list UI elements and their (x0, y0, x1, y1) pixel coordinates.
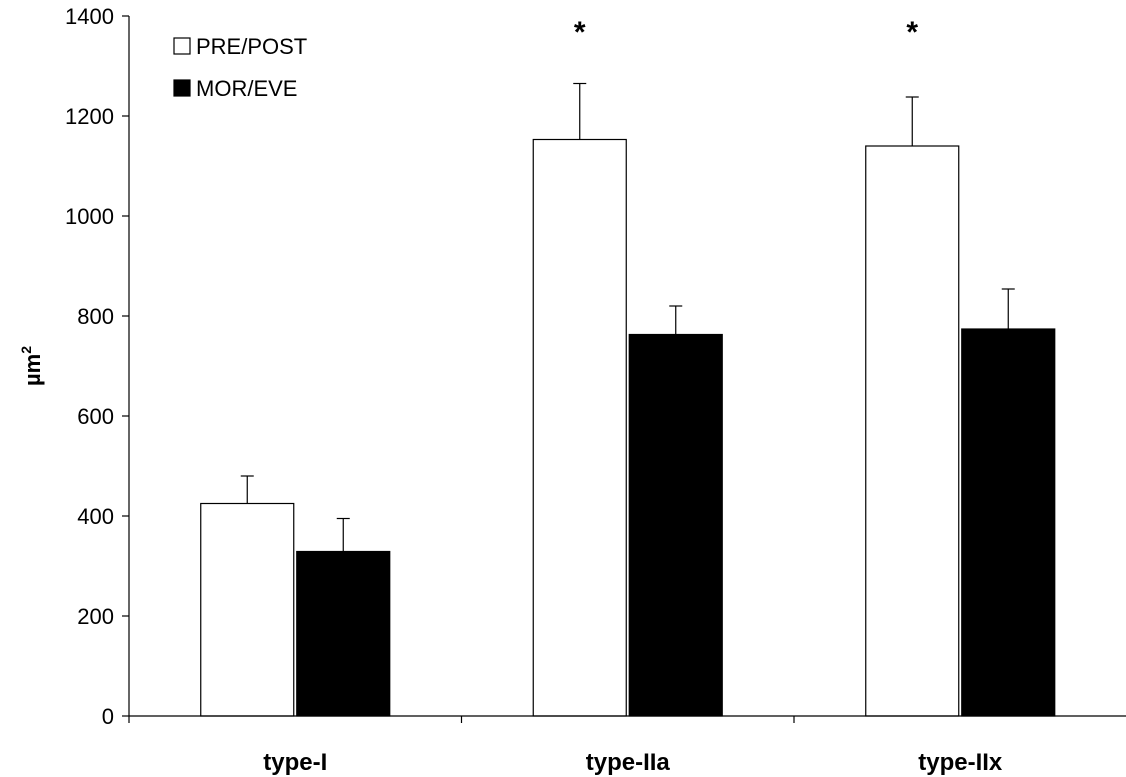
bar-pre-post-type-iix (865, 145, 960, 717)
bar-mor-eve-type-iix (961, 328, 1056, 717)
annotations-layer: * * (574, 16, 919, 49)
bar-pre-post-type-iia (532, 138, 627, 717)
legend: PRE/POST MOR/EVE (173, 34, 307, 101)
y-tick-label-1000: 1000 (65, 204, 114, 229)
bar-mor-eve-type-iia (628, 333, 723, 717)
y-tick-label-200: 200 (77, 604, 114, 629)
y-tick-label-600: 600 (77, 404, 114, 429)
bars-layer (200, 138, 1056, 717)
x-tick-label-type-iix: type-IIx (918, 749, 1003, 776)
y-tick-label-400: 400 (77, 504, 114, 529)
y-tick-label-800: 800 (77, 304, 114, 329)
significance-asterisk-type-iix: * (906, 16, 918, 49)
x-labels-layer: type-I type-IIa type-IIx (263, 749, 1003, 776)
y-axis-title-layer: µm2 (18, 346, 45, 386)
legend-label-pre-post: PRE/POST (196, 34, 307, 59)
legend-label-mor-eve: MOR/EVE (196, 76, 297, 101)
axes-layer (128, 16, 1126, 723)
x-tick-label-type-i: type-I (263, 749, 327, 776)
y-axis-title-base: µm (20, 354, 45, 386)
y-axis-title: µm2 (18, 346, 45, 386)
bar-pre-post-type-i (200, 502, 295, 717)
x-tick-label-type-iia: type-IIa (586, 749, 671, 776)
y-tick-label-1400: 1400 (65, 4, 114, 29)
legend-swatch-pre-post (173, 37, 191, 55)
significance-asterisk-type-iia: * (574, 16, 586, 49)
bar-mor-eve-type-i (296, 550, 391, 717)
y-tick-label-1200: 1200 (65, 104, 114, 129)
error-bars-layer (240, 82, 1015, 552)
y-ticks-layer: 0 200 400 600 800 1000 1200 1400 (65, 4, 129, 729)
y-tick-label-0: 0 (102, 704, 114, 729)
legend-swatch-mor-eve (173, 79, 191, 97)
y-axis-title-superscript: 2 (18, 346, 34, 354)
